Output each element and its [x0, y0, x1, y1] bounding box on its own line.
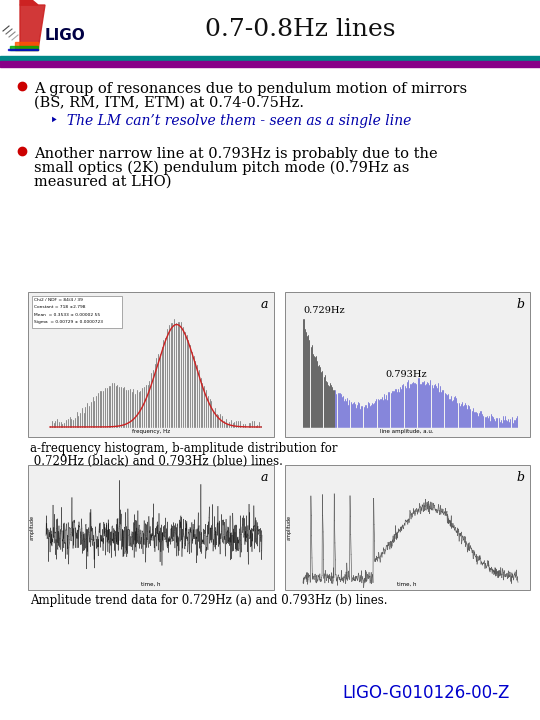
Text: b: b [516, 298, 524, 311]
Text: small optics (2K) pendulum pitch mode (0.79Hz as: small optics (2K) pendulum pitch mode (0… [34, 161, 409, 176]
Polygon shape [20, 5, 45, 50]
Text: a: a [260, 298, 268, 311]
Text: Constant = 718 ±2.798: Constant = 718 ±2.798 [34, 305, 85, 310]
Polygon shape [20, 0, 38, 5]
Text: 0.729Hz: 0.729Hz [303, 306, 345, 315]
Text: LIGO-G010126-00-Z: LIGO-G010126-00-Z [342, 684, 510, 702]
Text: Sigma  = 0.00729 ± 0.0000723: Sigma = 0.00729 ± 0.0000723 [34, 320, 103, 325]
Bar [0, 56, 540, 61]
Text: A group of resonances due to pendulum motion of mirrors: A group of resonances due to pendulum mo… [34, 82, 467, 96]
Bar [0, 61, 540, 67]
Text: measured at LHO): measured at LHO) [34, 175, 172, 189]
Text: 0.7-0.8Hz lines: 0.7-0.8Hz lines [205, 19, 395, 42]
Text: frequency, Hz: frequency, Hz [132, 429, 170, 434]
Text: a: a [260, 471, 268, 484]
Text: line amplitude, a.u.: line amplitude, a.u. [380, 429, 434, 434]
Text: amplitude: amplitude [30, 516, 35, 541]
Text: time, h: time, h [141, 582, 161, 587]
Bar [32, 296, 122, 328]
Text: a-frequency histogram, b-amplitude distribution for: a-frequency histogram, b-amplitude distr… [30, 442, 338, 455]
Text: 0.793Hz: 0.793Hz [385, 370, 427, 379]
Bar [28, 292, 274, 437]
Bar [0, 0, 540, 60]
Text: time, h: time, h [397, 582, 417, 587]
Text: amplitude: amplitude [287, 516, 292, 541]
Bar [285, 465, 530, 590]
Bar [28, 465, 274, 590]
Bar [285, 292, 530, 437]
Text: Mean  = 0.3533 ± 0.00002 55: Mean = 0.3533 ± 0.00002 55 [34, 313, 100, 317]
Polygon shape [10, 46, 38, 50]
Text: LIGO: LIGO [45, 27, 86, 42]
Text: b: b [516, 471, 524, 484]
Text: ‣  The LM can’t resolve them - seen as a single line: ‣ The LM can’t resolve them - seen as a … [50, 114, 411, 128]
Polygon shape [15, 42, 38, 50]
Text: Another narrow line at 0.793Hz is probably due to the: Another narrow line at 0.793Hz is probab… [34, 147, 437, 161]
Polygon shape [8, 49, 38, 50]
Text: Chi2 / NDF = 84/4 / 39: Chi2 / NDF = 84/4 / 39 [34, 298, 83, 302]
Text: 0.729Hz (black) and 0.793Hz (blue) lines.: 0.729Hz (black) and 0.793Hz (blue) lines… [30, 455, 283, 468]
Text: Amplitude trend data for 0.729Hz (a) and 0.793Hz (b) lines.: Amplitude trend data for 0.729Hz (a) and… [30, 594, 388, 607]
Text: (BS, RM, ITM, ETM) at 0.74-0.75Hz.: (BS, RM, ITM, ETM) at 0.74-0.75Hz. [34, 96, 304, 110]
